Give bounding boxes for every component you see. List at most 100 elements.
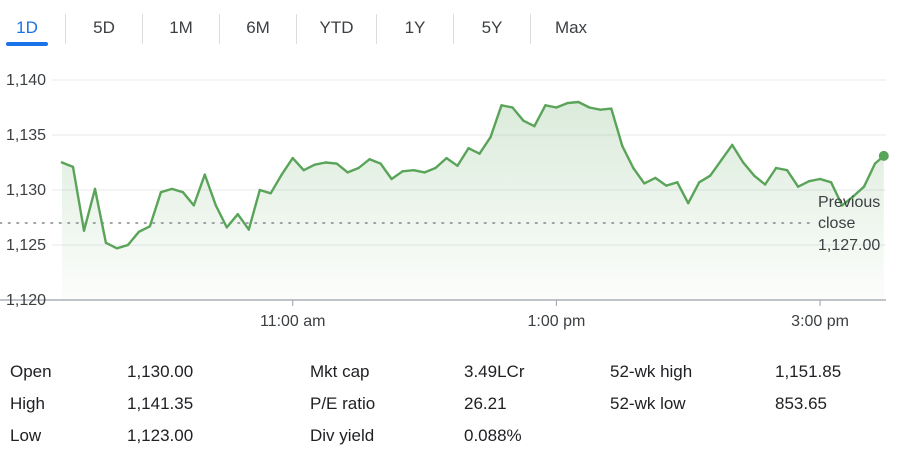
low-value: 1,123.00 bbox=[127, 426, 194, 445]
price-point bbox=[742, 161, 745, 164]
price-point bbox=[71, 165, 75, 169]
price-point bbox=[258, 188, 261, 192]
price-point bbox=[840, 204, 844, 207]
previous-close-label-2: close bbox=[818, 215, 855, 232]
previous-close-value: 1,127.00 bbox=[818, 237, 880, 254]
price-point bbox=[280, 173, 283, 176]
tab-separator bbox=[142, 14, 143, 44]
price-area-fill bbox=[62, 102, 884, 300]
price-point bbox=[555, 106, 558, 109]
price-point bbox=[445, 156, 448, 160]
price-point bbox=[785, 169, 789, 172]
price-point bbox=[225, 226, 228, 229]
tab-separator bbox=[65, 14, 66, 44]
low-label: Low bbox=[10, 426, 42, 445]
div-yield-value: 0.088% bbox=[464, 426, 522, 445]
price-point bbox=[665, 184, 668, 187]
price-point bbox=[522, 119, 525, 122]
price-point bbox=[236, 213, 239, 216]
y-tick-label: 1,130 bbox=[6, 182, 46, 199]
div-yield-label: Div yield bbox=[310, 426, 375, 445]
price-point bbox=[500, 104, 503, 107]
price-point bbox=[115, 247, 119, 250]
price-point bbox=[357, 166, 360, 170]
price-point bbox=[434, 166, 437, 170]
price-point bbox=[610, 107, 613, 110]
tab-1m[interactable]: 1M bbox=[169, 18, 193, 37]
price-point bbox=[423, 171, 426, 174]
price-point bbox=[368, 158, 371, 161]
price-point bbox=[731, 143, 734, 147]
tab-max[interactable]: Max bbox=[554, 18, 588, 37]
price-point bbox=[621, 144, 624, 148]
price-point bbox=[720, 159, 723, 162]
high-value: 1,141.35 bbox=[127, 394, 194, 413]
tab-separator bbox=[453, 14, 454, 44]
price-line bbox=[60, 100, 885, 250]
price-point bbox=[588, 106, 591, 109]
price-point bbox=[324, 161, 327, 164]
price-point bbox=[577, 100, 580, 104]
last-price-dot[interactable] bbox=[878, 150, 889, 161]
price-point bbox=[126, 243, 130, 247]
tab-5d[interactable]: 5D bbox=[93, 18, 115, 37]
high-label: High bbox=[10, 394, 45, 413]
mkt-cap-value: 3.49LCr bbox=[464, 362, 525, 381]
mkt-cap-label: Mkt cap bbox=[310, 362, 370, 381]
price-point bbox=[807, 180, 811, 183]
price-point bbox=[82, 229, 86, 232]
price-point bbox=[753, 174, 756, 177]
price-point bbox=[774, 166, 778, 170]
tab-separator bbox=[296, 14, 297, 44]
x-axis: 11:00 am 1:00 pm 3:00 pm bbox=[260, 300, 849, 330]
price-point bbox=[302, 169, 305, 172]
price-point bbox=[412, 169, 415, 172]
price-point bbox=[544, 104, 547, 107]
price-point bbox=[511, 106, 514, 109]
price-point bbox=[401, 170, 404, 173]
tab-1y[interactable]: 1Y bbox=[404, 18, 426, 37]
tab-5y[interactable]: 5Y bbox=[481, 18, 503, 37]
price-point bbox=[873, 162, 877, 165]
y-tick-label: 1,140 bbox=[6, 72, 46, 89]
price-point bbox=[862, 185, 866, 188]
price-point bbox=[291, 156, 294, 160]
y-axis: 1,140 1,135 1,130 1,125 1,120 bbox=[6, 72, 46, 309]
price-point bbox=[796, 185, 800, 188]
price-point bbox=[346, 171, 349, 174]
price-point bbox=[643, 182, 646, 185]
price-point bbox=[203, 173, 206, 176]
price-point bbox=[676, 181, 679, 184]
tab-6m[interactable]: 6M bbox=[246, 18, 270, 37]
price-point bbox=[818, 177, 822, 181]
price-point bbox=[489, 136, 492, 139]
open-value: 1,130.00 bbox=[127, 362, 194, 381]
tab-separator bbox=[219, 14, 220, 44]
price-point bbox=[698, 181, 701, 184]
price-point bbox=[60, 161, 64, 164]
price-point bbox=[467, 147, 470, 150]
tab-separator bbox=[376, 14, 377, 44]
price-point bbox=[181, 191, 185, 194]
tab-ytd[interactable]: YTD bbox=[319, 18, 354, 37]
price-point bbox=[390, 177, 393, 181]
price-point bbox=[214, 204, 217, 207]
previous-close-label: Previous bbox=[818, 194, 880, 211]
pe-ratio-value: 26.21 bbox=[464, 394, 507, 413]
price-point bbox=[687, 202, 690, 205]
price-point bbox=[159, 191, 163, 194]
pe-ratio-label: P/E ratio bbox=[310, 394, 376, 413]
tab-separator bbox=[530, 14, 531, 44]
tab-1d[interactable]: 1D bbox=[16, 18, 38, 37]
price-chart[interactable]: 1,140 1,135 1,130 1,125 1,120 11:00 am 1:00 p… bbox=[0, 50, 897, 340]
52-wk-low-value: 853.65 bbox=[775, 394, 827, 413]
52-wk-high-label: 52-wk high bbox=[610, 362, 693, 381]
price-point bbox=[654, 176, 657, 180]
price-point bbox=[192, 204, 195, 207]
price-point bbox=[763, 183, 767, 186]
price-point bbox=[632, 166, 635, 170]
price-point bbox=[709, 174, 712, 177]
price-point bbox=[148, 225, 152, 228]
price-point bbox=[269, 192, 272, 195]
x-tick-label: 11:00 am bbox=[260, 313, 326, 330]
